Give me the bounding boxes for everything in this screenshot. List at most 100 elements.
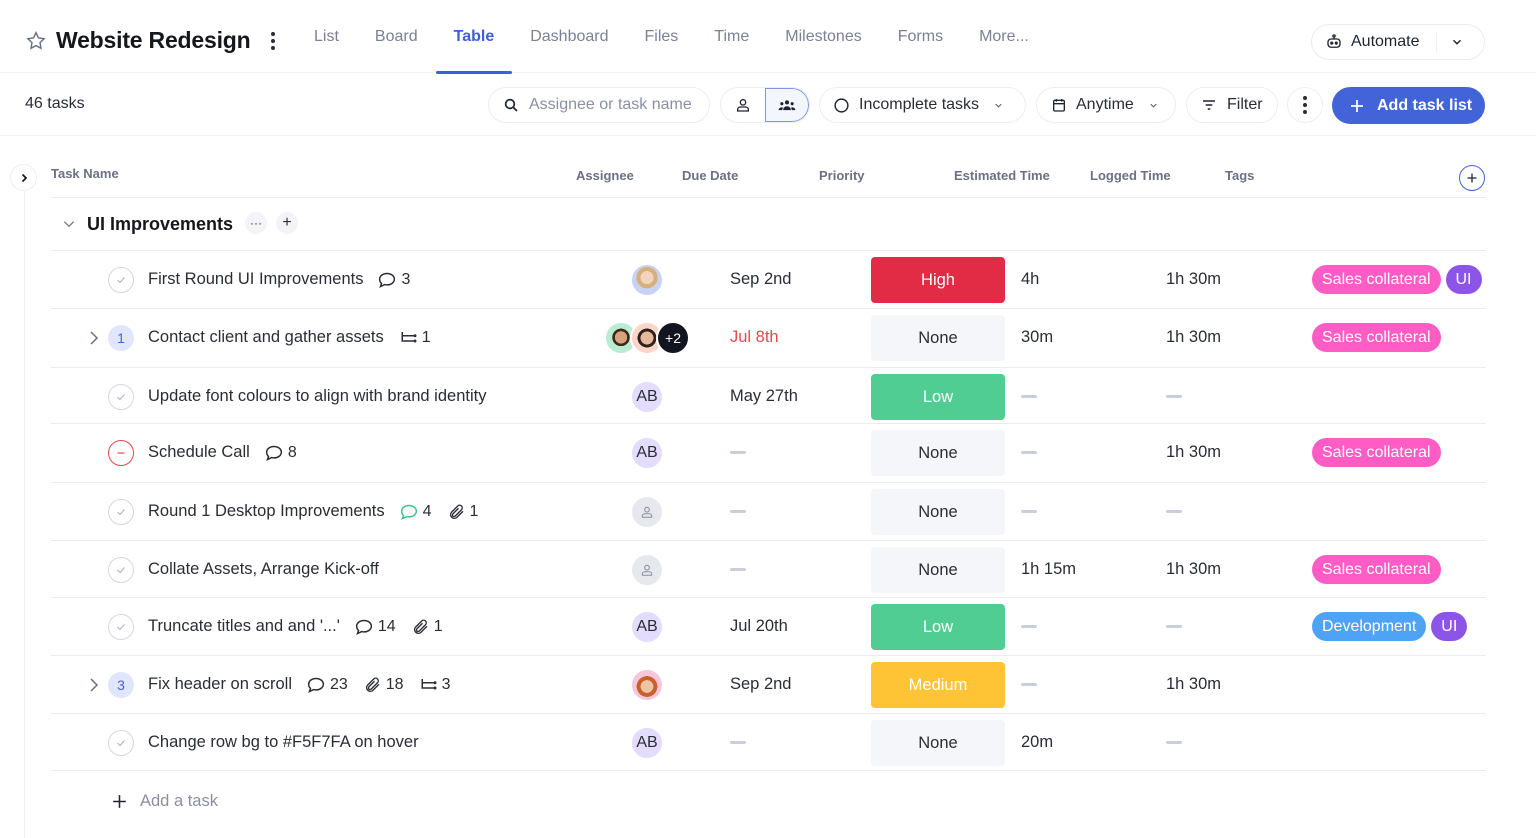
add-task-button[interactable]: Add a task bbox=[111, 788, 218, 814]
search-input[interactable] bbox=[529, 96, 704, 114]
tag-ui[interactable]: UI bbox=[1431, 612, 1468, 641]
table-row[interactable]: 1 Contact client and gather assets 1 +2 … bbox=[51, 309, 1486, 366]
due-date-empty[interactable] bbox=[730, 541, 746, 598]
filter-button[interactable]: Filter bbox=[1186, 87, 1278, 123]
priority-badge[interactable]: High bbox=[871, 257, 1005, 303]
due-date-empty[interactable] bbox=[730, 714, 746, 771]
tab-time[interactable]: Time bbox=[714, 27, 750, 45]
column-header-tags[interactable]: Tags bbox=[1225, 168, 1255, 183]
priority-badge[interactable]: None bbox=[871, 720, 1005, 766]
tag-sales-collateral[interactable]: Sales collateral bbox=[1312, 265, 1441, 294]
due-date-empty[interactable] bbox=[730, 483, 746, 540]
table-row[interactable]: Change row bg to #F5F7FA on hover AB Non… bbox=[51, 714, 1486, 771]
tags-cell[interactable]: Sales collateral UI bbox=[1312, 251, 1482, 308]
priority-badge[interactable]: Medium bbox=[871, 662, 1005, 708]
logged-time-empty[interactable] bbox=[1166, 483, 1182, 540]
table-row[interactable]: Collate Assets, Arrange Kick-off None 1h… bbox=[51, 541, 1486, 598]
priority-badge[interactable]: None bbox=[871, 489, 1005, 535]
assignee-cell[interactable] bbox=[599, 483, 695, 540]
estimated-time[interactable]: 4h bbox=[1021, 270, 1040, 288]
chevron-right-icon[interactable] bbox=[87, 676, 101, 694]
tab-more[interactable]: More... bbox=[979, 27, 1029, 45]
table-row[interactable]: Round 1 Desktop Improvements 4 1 None bbox=[51, 483, 1486, 540]
table-row[interactable]: Truncate titles and and '...' 14 1 AB Ju… bbox=[51, 598, 1486, 655]
comment-count[interactable]: 23 bbox=[306, 676, 348, 694]
logged-time[interactable]: 1h 30m bbox=[1166, 270, 1222, 288]
priority-badge[interactable]: None bbox=[871, 430, 1005, 476]
assignee-cell[interactable] bbox=[599, 541, 695, 598]
assignee-cell[interactable] bbox=[599, 251, 695, 308]
estimated-time-empty[interactable] bbox=[1021, 424, 1037, 481]
tab-table[interactable]: Table bbox=[435, 0, 513, 74]
task-name-cell[interactable]: Round 1 Desktop Improvements 4 1 bbox=[148, 483, 478, 540]
column-header-priority[interactable]: Priority bbox=[819, 168, 865, 183]
tab-board[interactable]: Board bbox=[374, 27, 418, 45]
tags-cell[interactable]: Sales collateral bbox=[1312, 541, 1441, 598]
complete-checkbox[interactable] bbox=[108, 267, 134, 293]
logged-time[interactable]: 1h 30m bbox=[1166, 560, 1222, 578]
estimated-time-empty[interactable] bbox=[1021, 368, 1037, 425]
attachment-count[interactable]: 18 bbox=[364, 676, 404, 694]
subtask-count[interactable]: 3 bbox=[420, 676, 450, 694]
attachment-count[interactable]: 1 bbox=[412, 618, 443, 636]
due-date[interactable]: Sep 2nd bbox=[730, 270, 792, 288]
automate-button[interactable]: Automate bbox=[1311, 24, 1485, 60]
chevron-right-icon[interactable] bbox=[87, 329, 101, 347]
due-date-empty[interactable] bbox=[730, 424, 746, 481]
task-name-cell[interactable]: Contact client and gather assets 1 bbox=[148, 309, 431, 366]
group-add-task-button[interactable]: + bbox=[276, 212, 298, 234]
due-date[interactable]: Sep 2nd bbox=[730, 675, 792, 693]
priority-badge[interactable]: Low bbox=[871, 604, 1005, 650]
due-date[interactable]: Jul 20th bbox=[730, 617, 788, 635]
logged-time-empty[interactable] bbox=[1166, 598, 1182, 655]
tag-ui[interactable]: UI bbox=[1445, 265, 1482, 294]
task-name-cell[interactable]: Schedule Call 8 bbox=[148, 424, 297, 481]
expand-sidebar-button[interactable] bbox=[10, 164, 37, 191]
estimated-time-empty[interactable] bbox=[1021, 656, 1037, 713]
task-name-cell[interactable]: First Round UI Improvements 3 bbox=[148, 251, 410, 308]
column-header-due-date[interactable]: Due Date bbox=[682, 168, 739, 183]
table-row[interactable]: Schedule Call 8 AB None 1h 30m Sales col… bbox=[51, 424, 1486, 481]
logged-time-empty[interactable] bbox=[1166, 368, 1182, 425]
complete-checkbox[interactable] bbox=[108, 614, 134, 640]
add-column-button[interactable] bbox=[1459, 165, 1485, 191]
chevron-down-icon[interactable] bbox=[1450, 35, 1464, 49]
assignee-cell[interactable]: AB bbox=[599, 424, 695, 481]
task-name-cell[interactable]: Fix header on scroll 23 18 3 bbox=[148, 656, 450, 713]
everyone-toggle[interactable] bbox=[764, 88, 809, 122]
subtask-count[interactable]: 1 bbox=[400, 329, 431, 347]
tab-dashboard[interactable]: Dashboard bbox=[530, 27, 609, 45]
priority-badge[interactable]: Low bbox=[871, 374, 1005, 420]
project-menu-icon[interactable] bbox=[266, 30, 280, 52]
table-row[interactable]: First Round UI Improvements 3 Sep 2nd Hi… bbox=[51, 251, 1486, 308]
tag-sales-collateral[interactable]: Sales collateral bbox=[1312, 555, 1441, 584]
more-options-button[interactable] bbox=[1287, 87, 1323, 123]
blocked-status-icon[interactable] bbox=[108, 440, 134, 466]
estimated-time[interactable]: 30m bbox=[1021, 328, 1054, 346]
date-filter-dropdown[interactable]: Anytime bbox=[1036, 87, 1176, 123]
estimated-time[interactable]: 20m bbox=[1021, 733, 1054, 751]
comment-count[interactable]: 3 bbox=[377, 271, 410, 289]
assignee-cell[interactable]: AB bbox=[599, 598, 695, 655]
comment-count[interactable]: 8 bbox=[264, 444, 297, 462]
column-header-task-name[interactable]: Task Name bbox=[51, 166, 119, 181]
due-date[interactable]: May 27th bbox=[730, 387, 798, 405]
task-name-cell[interactable]: Truncate titles and and '...' 14 1 bbox=[148, 598, 443, 655]
group-more-button[interactable]: ··· bbox=[245, 212, 267, 234]
assignee-cell[interactable] bbox=[599, 656, 695, 713]
estimated-time[interactable]: 1h 15m bbox=[1021, 560, 1077, 578]
tag-sales-collateral[interactable]: Sales collateral bbox=[1312, 323, 1441, 352]
tags-cell[interactable]: Development UI bbox=[1312, 598, 1468, 655]
tags-cell[interactable]: Sales collateral bbox=[1312, 424, 1441, 481]
my-tasks-toggle[interactable] bbox=[721, 88, 765, 122]
tab-list[interactable]: List bbox=[314, 27, 339, 45]
complete-checkbox[interactable] bbox=[108, 557, 134, 583]
logged-time[interactable]: 1h 30m bbox=[1166, 443, 1222, 461]
comment-count-unread[interactable]: 4 bbox=[399, 503, 432, 521]
tag-development[interactable]: Development bbox=[1312, 612, 1427, 641]
comment-count[interactable]: 14 bbox=[354, 618, 396, 636]
column-header-assignee[interactable]: Assignee bbox=[576, 168, 634, 183]
chevron-down-icon[interactable] bbox=[61, 217, 77, 231]
column-header-logged-time[interactable]: Logged Time bbox=[1090, 168, 1171, 183]
search-field[interactable] bbox=[488, 87, 710, 123]
